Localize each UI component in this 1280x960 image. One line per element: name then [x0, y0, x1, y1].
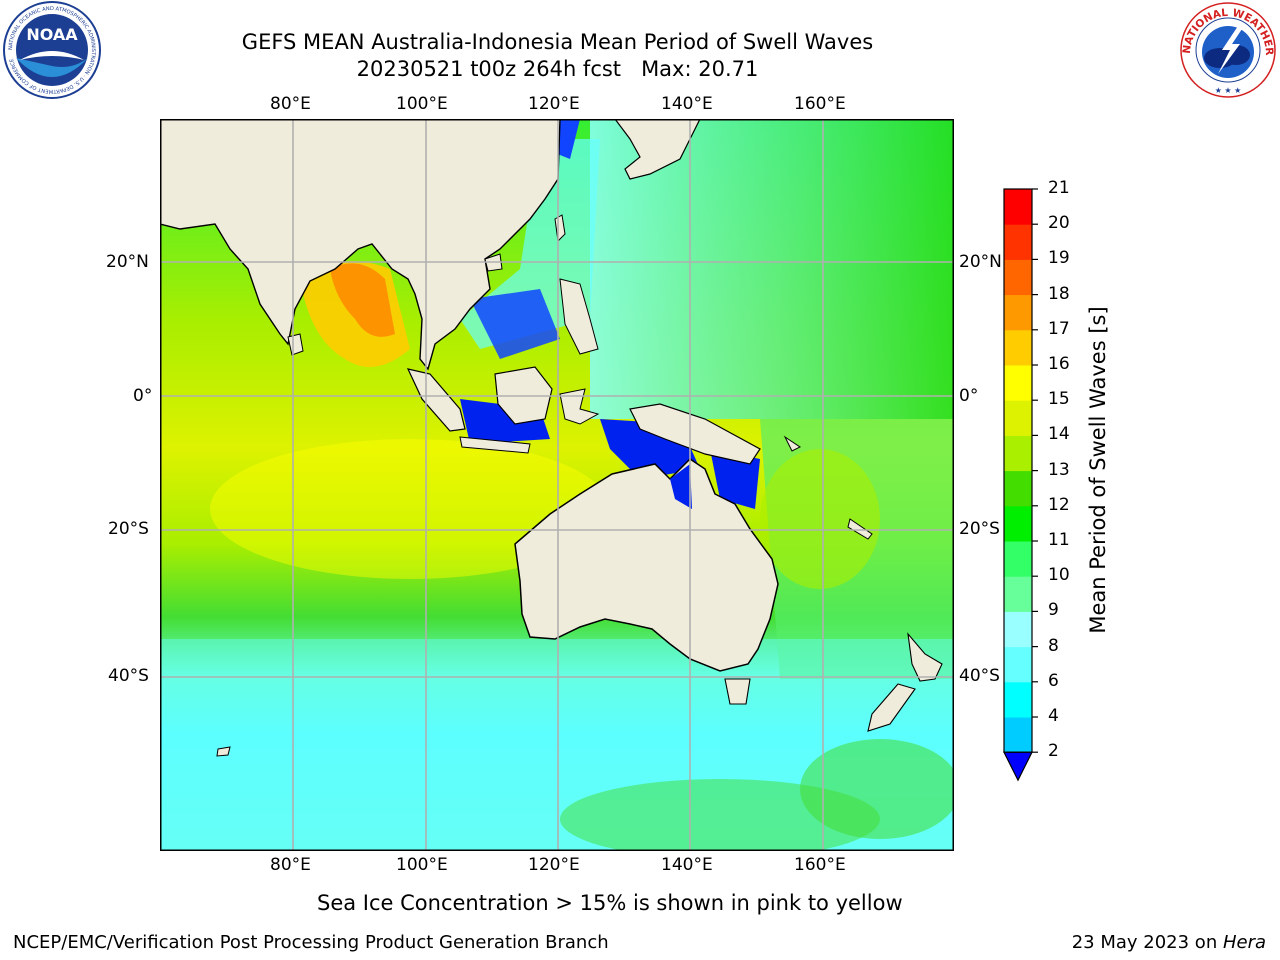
noaa-logo-text: NOAA [26, 25, 78, 44]
colorbar-band [1004, 189, 1032, 225]
colorbar-band [1004, 470, 1032, 507]
lon-label-bottom-120e: 120°E [528, 855, 580, 875]
colorbar-band [1004, 224, 1032, 260]
gulf-of-carpentaria-field [670, 464, 692, 509]
lon-label-top-100e: 100°E [396, 94, 448, 114]
philippines-land [559, 278, 599, 355]
japan-land [613, 118, 701, 180]
colorbar-tick-label: 14 [1048, 424, 1070, 445]
colorbar-band [1004, 329, 1032, 366]
philippine-blue-field [470, 289, 560, 359]
colorbar-tick-label: 6 [1048, 670, 1059, 691]
footer-date: 23 May 2023 on [1071, 932, 1223, 953]
lat-label-left-20n: 20°N [106, 252, 149, 272]
colorbar-tick-label: 4 [1048, 706, 1059, 726]
colorbar-band [1004, 646, 1032, 683]
lon-label-bottom-80e: 80°E [270, 855, 311, 875]
new-zealand-north-land [907, 632, 943, 682]
sumatra-land [406, 368, 466, 432]
lon-label-bottom-140e: 140°E [661, 855, 713, 875]
colorbar-band [1004, 365, 1032, 401]
lon-label-top-140e: 140°E [661, 94, 713, 114]
bay-of-bengal-max [330, 263, 395, 337]
southeast-green-patch [800, 739, 960, 839]
new-guinea-land [629, 403, 761, 465]
swell-period-map [159, 118, 960, 859]
lat-label-right-20n: 20°N [959, 252, 1002, 272]
colorbar-band [1004, 400, 1032, 436]
lon-label-top-80e: 80°E [270, 94, 311, 114]
map-subtitle: 20230521 t00z 264h fcst Max: 20.71 [356, 57, 759, 81]
colorbar-tick-label: 12 [1048, 494, 1070, 515]
map-title: GEFS MEAN Australia-Indonesia Mean Perio… [241, 30, 874, 54]
colorbar-tick-label: 15 [1048, 389, 1070, 410]
colorbar-tick-label: 2 [1048, 741, 1059, 762]
lat-label-left-0: 0° [133, 386, 153, 406]
map-border [160, 119, 954, 851]
lon-label-top-160e: 160°E [794, 94, 846, 114]
solomon-islands-land [783, 435, 801, 452]
lon-label-top-120e: 120°E [528, 94, 580, 114]
new-zealand-south-land [867, 683, 916, 732]
colorbar-tick-label: 16 [1048, 354, 1070, 374]
colorbar-band [1004, 294, 1032, 331]
indian-ocean-yellow [210, 439, 610, 579]
colorbar-tick-label: 11 [1048, 530, 1070, 550]
colorbar-band [1004, 435, 1032, 472]
lon-label-bottom-160e: 160°E [794, 855, 846, 875]
colorbar-band [1004, 717, 1032, 753]
colorbar-label: Mean Period of Swell Waves [s] [1086, 306, 1110, 634]
colorbar-band [1004, 259, 1032, 296]
svg-text:★ ★ ★: ★ ★ ★ [1215, 86, 1242, 95]
lat-label-right-0: 0° [959, 386, 979, 406]
colorbar-tick-label: 13 [1048, 459, 1070, 480]
colorbar-tick-label: 21 [1048, 178, 1070, 198]
footer-host: Hera [1222, 932, 1266, 953]
colorbar-band [1004, 541, 1032, 577]
graticule [160, 119, 954, 851]
lat-label-left-20s: 20°S [108, 519, 149, 539]
colorbar [1003, 188, 1038, 782]
lat-label-right-40s: 40°S [959, 666, 1000, 686]
colorbar-tick-label: 19 [1048, 248, 1070, 269]
footer-credit: NCEP/EMC/Verification Post Processing Pr… [13, 932, 609, 953]
kerguelen-land [216, 746, 231, 757]
colorbar-band [1004, 576, 1032, 612]
tasmania-land [724, 678, 751, 705]
colorbar-tick-label: 18 [1048, 283, 1070, 304]
colorbar-tick-label: 9 [1048, 600, 1059, 621]
lon-label-bottom-100e: 100°E [396, 855, 448, 875]
colorbar-tick-label: 8 [1048, 635, 1059, 656]
colorbar-tick-label: 17 [1048, 318, 1070, 339]
colorbar-band [1004, 681, 1032, 718]
colorbar-band [1004, 611, 1032, 648]
colorbar-tick-label: 20 [1048, 213, 1070, 234]
colorbar-extend-arrow [1003, 751, 1033, 782]
lat-label-right-20s: 20°S [959, 519, 1000, 539]
asia-mainland-land [159, 118, 561, 371]
colorbar-tick-label: 10 [1048, 565, 1070, 586]
new-caledonia-land [847, 518, 873, 540]
australia-land [514, 458, 779, 672]
lat-label-left-40s: 40°S [108, 666, 149, 686]
sea-ice-note: Sea Ice Concentration > 15% is shown in … [317, 891, 903, 915]
footer-date-host: 23 May 2023 on Hera [1072, 932, 1266, 953]
southern-green-patch [560, 779, 880, 859]
noaa-logo-icon: NOAA NATIONAL OCEANIC AND ATMOSPHERIC AD… [2, 0, 102, 100]
java-land [459, 436, 531, 454]
sulawesi-land [559, 388, 600, 425]
colorbar-band [1004, 505, 1032, 542]
nws-logo-icon: NATIONAL WEATHER SERVICE ★ ★ ★ [1174, 0, 1278, 100]
sri-lanka-land [287, 333, 304, 356]
coral-sea-field [760, 449, 880, 589]
